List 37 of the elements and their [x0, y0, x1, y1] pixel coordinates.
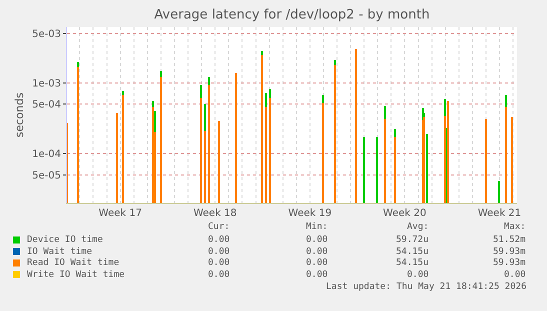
text: 54.15u	[396, 258, 429, 268]
text: 0.00	[208, 247, 230, 257]
y-tick-label: 5e-03	[32, 29, 61, 40]
text: 0.00	[208, 258, 230, 268]
legend-label: IO Wait time	[27, 247, 92, 257]
text: Avg:	[407, 222, 429, 232]
text: 51.52m	[493, 235, 526, 245]
text: 54.15u	[396, 247, 429, 257]
text: Cur:	[208, 222, 230, 232]
legend-label: Device IO time	[27, 235, 103, 245]
y-tick-label: 5e-05	[32, 170, 61, 182]
y-tick-label: 1e-04	[32, 149, 61, 160]
legend-label: Write IO Wait time	[27, 270, 125, 280]
text: 0.00	[306, 235, 328, 245]
text: Max:	[504, 222, 526, 232]
y-tick-label: 1e-03	[32, 78, 61, 90]
text: 0.00	[208, 235, 230, 245]
y-tick-label: 5e-04	[32, 100, 61, 111]
x-tick-label: Week 19	[288, 208, 332, 219]
y-axis-title: seconds	[12, 92, 26, 138]
text: 0.00	[306, 270, 328, 280]
text: 0.00	[407, 270, 429, 280]
text: 59.93m	[493, 258, 526, 268]
x-tick-label: Week 18	[193, 208, 237, 219]
text: 0.00	[306, 258, 328, 268]
text: 0.00	[306, 247, 328, 257]
x-tick-label: Week 20	[383, 208, 426, 219]
text: 0.00	[208, 270, 230, 280]
chart-title: Average latency for /dev/loop2 - by month	[154, 8, 430, 23]
text: 0.00	[504, 270, 526, 280]
text: 59.72u	[396, 235, 429, 245]
text: Min:	[306, 222, 328, 232]
legend-label: Read IO Wait time	[27, 258, 120, 268]
x-tick-label: Week 17	[98, 208, 142, 219]
text: Last update: Thu May 21 18:41:25 2026	[326, 282, 526, 292]
text: 59.93m	[493, 247, 526, 257]
x-tick-label: Week 21	[478, 208, 522, 219]
